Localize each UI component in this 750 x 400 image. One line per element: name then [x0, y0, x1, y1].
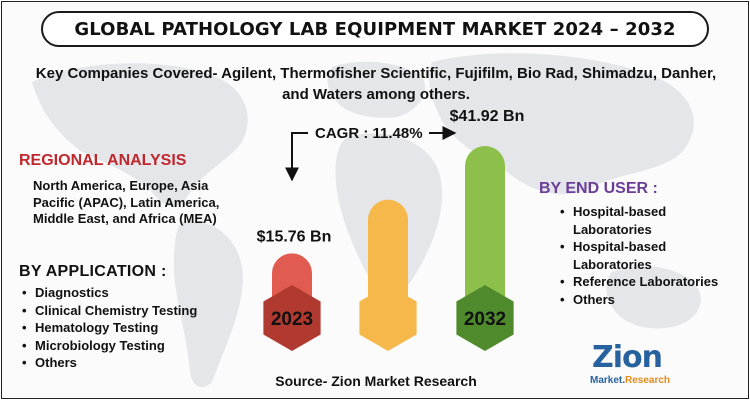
cagr-label: CAGR : 11.48%: [315, 125, 423, 142]
logo-wordmark: Zion: [592, 340, 663, 375]
year-label: 2023: [271, 309, 313, 330]
application-heading: BY APPLICATION :: [19, 263, 167, 280]
application-list: Diagnostics Clinical Chemistry Testing H…: [22, 284, 197, 372]
logo-subtext-left: Market.: [590, 375, 626, 386]
regional-analysis-text: North America, Europe, Asia Pacific (APA…: [33, 178, 220, 226]
list-item: Hematology Testing: [22, 319, 197, 337]
key-companies-text: Key Companies Covered- Agilent, Thermofi…: [35, 65, 717, 103]
north-america-shape: [32, 63, 248, 207]
europe-shape: [327, 61, 426, 118]
value-label: $15.76 Bn: [257, 228, 332, 245]
regional-analysis-heading: REGIONAL ANALYSIS: [19, 152, 187, 169]
list-item: Others: [560, 291, 745, 309]
bar-mid: [368, 199, 409, 318]
list-item: Hospital-based Laboratories: [560, 203, 745, 238]
year-label: 2032: [464, 309, 506, 330]
logo-subtext: Market.Research: [590, 375, 670, 386]
list-item: Diagnostics: [22, 284, 197, 302]
list-item: Reference Laboratories: [560, 273, 745, 291]
year-hexagon-mid: [359, 285, 417, 351]
bar-2032: [465, 146, 505, 318]
page-title: GLOBAL PATHOLOGY LAB EQUIPMENT MARKET 20…: [74, 18, 676, 40]
list-item: Clinical Chemistry Testing: [22, 302, 197, 320]
source-text: Source- Zion Market Research: [275, 373, 477, 389]
list-item: Others: [22, 354, 197, 372]
list-item: Microbiology Testing: [22, 337, 197, 355]
year-hexagon-2032: [456, 285, 514, 351]
title-banner: GLOBAL PATHOLOGY LAB EQUIPMENT MARKET 20…: [41, 11, 709, 47]
year-hexagon-2023: [263, 285, 321, 351]
list-item: Hospital-based Laboratories: [560, 238, 745, 273]
end-user-heading: BY END USER :: [539, 180, 658, 197]
value-label: $41.92 Bn: [450, 108, 525, 125]
logo-subtext-right: Research: [625, 375, 671, 386]
cagr-connector-line: [285, 132, 308, 182]
end-user-list: Hospital-based Laboratories Hospital-bas…: [560, 203, 745, 308]
zion-logo: Zion Market.Research: [580, 340, 690, 392]
